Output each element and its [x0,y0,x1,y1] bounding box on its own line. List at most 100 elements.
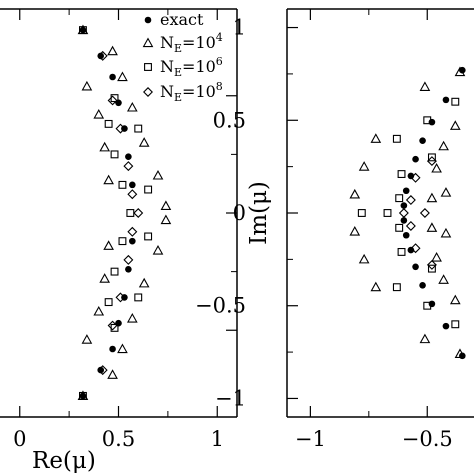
left-point-open-triangle [81,334,93,344]
left-point-open-square [118,237,127,246]
legend-entry-label: exact [160,10,204,29]
right-point-filled-circle [400,202,408,209]
right-point-open-triangle [449,120,461,130]
right-point-open-triangle [454,348,466,359]
left-point-open-diamond [123,161,134,172]
right-point-open-triangle [431,251,442,262]
left-point-open-triangle [93,108,105,119]
right-point-open-triangle [431,162,442,173]
left-point-open-triangle [107,45,118,56]
right-point-open-triangle [449,294,461,305]
legend-marker-filled-circle [144,16,152,24]
left-point-open-diamond [123,254,134,265]
right-point-open-triangle [370,133,382,143]
right-point-open-triangle [419,333,431,344]
right-point-open-diamond [410,172,421,183]
left-point-open-diamond [107,320,118,331]
left-point-open-square [118,180,127,189]
right-panel: −1 −0.5 1 0.5 0 −0.5 −1 Im(μ) [195,8,474,451]
left-point-open-square [144,232,153,241]
left-point-filled-circle [129,181,136,189]
left-point-filled-circle [125,153,132,161]
right-point-open-square [427,153,436,162]
right-point-open-diamond [426,156,437,167]
right-point-open-diamond [410,243,421,254]
right-point-open-triangle [438,140,449,151]
left-point-filled-circle [109,73,116,81]
left-point-open-square [144,185,153,194]
left-point-filled-circle [97,366,105,374]
left-point-open-diamond [97,365,108,376]
left-x-tick-label: 0.5 [102,427,135,451]
left-point-open-diamond [127,226,138,237]
left-point-open-triangle [93,305,105,316]
left-x-tick-label: 0 [13,427,26,451]
legend-entry-label: NE=106 [160,55,223,79]
right-point-filled-circle [412,263,419,271]
right-y-tick-label: 0 [233,201,246,225]
right-point-filled-circle [407,172,415,180]
left-point-open-triangle [117,343,128,354]
right-point-open-square [383,209,392,217]
left-point-open-triangle [117,71,128,82]
right-point-filled-circle [400,217,408,224]
left-point-open-square [79,26,87,35]
left-point-open-diamond [107,95,118,106]
right-point-open-triangle [358,161,370,171]
right-point-open-triangle [440,227,452,238]
left-point-open-diamond [127,189,138,200]
right-point-open-diamond [405,195,416,205]
left-point-filled-circle [129,237,136,245]
left-point-open-triangle [103,174,114,185]
right-point-open-diamond [426,259,437,270]
left-point-open-triangle [107,369,118,379]
left-point-open-triangle [160,200,172,211]
left-point-open-triangle [126,101,138,112]
right-point-open-triangle [370,281,382,292]
left-point-open-triangle [99,273,111,283]
right-point-open-triangle [426,192,438,203]
right-point-open-triangle [349,188,361,199]
left-point-open-triangle [103,240,114,250]
right-point-open-square [395,223,404,232]
right-point-open-square [397,170,406,179]
right-point-open-square [392,134,401,143]
left-point-open-diamond [115,292,126,303]
right-y-tick-label: 0.5 [213,108,246,132]
left-point-open-square [104,298,113,307]
left-point-filled-circle [125,265,132,273]
right-point-filled-circle [402,231,410,239]
right-point-open-triangle [440,187,452,197]
left-point-open-triangle [138,277,150,288]
right-y-axis-label: Im(μ) [246,181,272,245]
left-point-open-square [126,209,135,217]
right-point-open-triangle [419,81,431,91]
left-ticks: 0 0.5 1 [13,9,237,451]
right-point-open-diamond [398,208,409,218]
legend-entry-label: NE=108 [160,80,223,104]
right-point-open-triangle [349,226,361,236]
right-point-open-triangle [438,274,449,284]
right-point-filled-circle [412,155,419,163]
right-point-open-square [451,320,460,329]
right-point-open-square [427,264,436,273]
right-point-open-square [423,301,432,310]
legend-marker-open-triangle [142,37,154,48]
left-point-open-square [134,124,143,133]
left-point-open-square [104,119,113,128]
left-point-filled-circle [97,52,105,60]
left-point-open-square [110,267,119,276]
right-point-open-square [392,283,401,292]
right-point-open-square [423,116,432,125]
left-data-points [77,24,172,400]
left-point-open-diamond [115,123,126,134]
right-x-tick-label: −0.5 [402,427,453,451]
left-point-open-square [110,150,119,159]
left-point-open-diamond [97,50,108,61]
left-point-open-triangle [126,312,138,323]
legend-marker-open-diamond [143,87,153,97]
right-point-open-square [451,97,460,106]
right-ticks: −1 −0.5 1 0.5 0 −0.5 −1 [195,9,453,451]
